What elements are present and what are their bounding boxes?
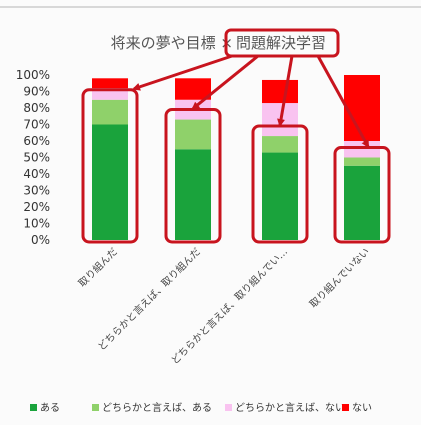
chart-title-highlight: 問題解決学習 [236, 34, 326, 52]
y-tick-label: 90% [23, 85, 50, 99]
y-tick-label: 70% [23, 118, 50, 132]
chart-title-group: 将来の夢や目標 × 問題解決学習 [111, 34, 326, 52]
bar-segment [262, 79, 298, 104]
y-tick-label: 60% [23, 134, 50, 148]
bars-layer [92, 75, 380, 240]
legend-swatch [342, 404, 349, 411]
y-tick-label: 100% [16, 68, 50, 82]
annotation-arrow [277, 55, 294, 128]
annotation-arrow [316, 55, 370, 149]
y-tick-label: 10% [23, 217, 50, 231]
y-axis: 0% 10% 20% 30% 40% 50% 60% 70% 80% 90% 100% [16, 68, 50, 247]
bar-segment [262, 152, 298, 240]
top-divider [0, 6, 421, 8]
legend-label: ない [352, 402, 372, 414]
bar-segment [344, 141, 380, 158]
bar-segment [92, 88, 128, 100]
y-tick-label: 40% [23, 167, 50, 181]
category-label: 取り組んだ [76, 245, 121, 290]
title-highlight-box [224, 28, 340, 58]
y-tick-label: 50% [23, 151, 50, 165]
highlight-box [81, 88, 139, 244]
legend-label: どちらかと言えば、ない [235, 401, 345, 414]
bar-segment [175, 149, 211, 240]
legend-swatch [92, 404, 99, 411]
bar-segment [92, 124, 128, 240]
bar-segment [175, 119, 211, 150]
legend-label: ある [40, 402, 60, 414]
legend-label: どちらかと言えば、ある [102, 401, 212, 414]
category-label: 取り組んでいない [307, 245, 372, 310]
bar-segment [92, 78, 128, 89]
bar-segment [175, 78, 211, 100]
annotation-arrow [191, 54, 259, 110]
bar-segment [344, 165, 380, 240]
bar-segment [344, 157, 380, 166]
annotation-layer [81, 28, 391, 244]
chart-title: 将来の夢や目標 × [111, 34, 233, 52]
legend-swatch [225, 404, 232, 411]
legend-swatch [30, 404, 37, 411]
annotation-arrow [132, 54, 233, 91]
y-tick-label: 20% [23, 200, 50, 214]
y-tick-label: 30% [23, 184, 50, 198]
bar-segment [262, 136, 298, 153]
y-tick-label: 80% [23, 101, 50, 115]
bar-segment [344, 75, 380, 141]
y-tick-label: 0% [31, 233, 50, 247]
legend: ある どちらかと言えば、ある どちらかと言えば、ない ない [30, 401, 372, 414]
bar-segment [92, 99, 128, 125]
